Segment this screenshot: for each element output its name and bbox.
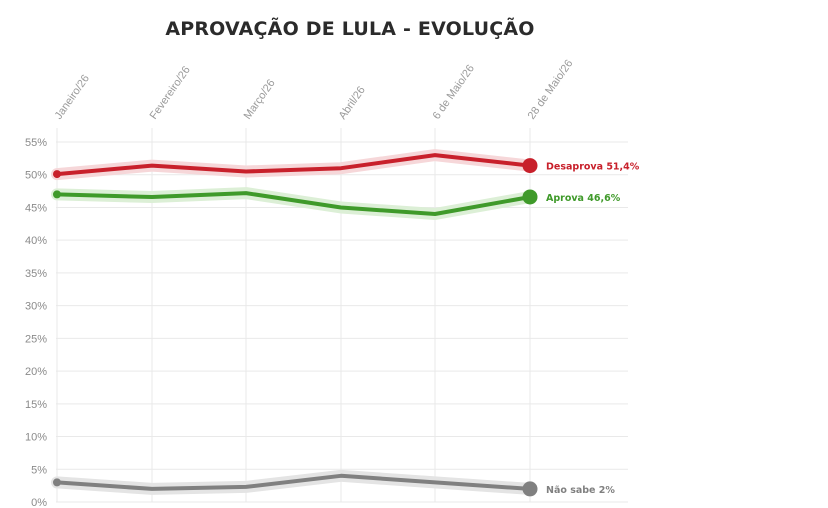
y-tick-label: 55% bbox=[25, 137, 47, 149]
data-point bbox=[53, 190, 61, 199]
data-point bbox=[522, 481, 538, 497]
y-tick-label: 35% bbox=[25, 268, 47, 280]
y-tick-label: 10% bbox=[25, 432, 47, 444]
y-tick-label: 30% bbox=[25, 301, 47, 313]
chart-title: APROVAÇÃO DE LULA - EVOLUÇÃO bbox=[165, 18, 535, 40]
y-axis: 0% 5% 10% 15% 20% 25% 30% 35% 40% 45% 50% 55% bbox=[25, 137, 47, 508]
x-tick-label: Janeiro/26 bbox=[53, 73, 92, 122]
data-point bbox=[522, 189, 538, 205]
y-tick-label: 0% bbox=[31, 497, 47, 508]
x-axis: Janeiro/26 Fevereiro/26 Março/26 Abril/26 6 … bbox=[53, 58, 576, 122]
y-tick-label: 15% bbox=[25, 399, 47, 411]
series-nao_sabe: Não sabe 2% bbox=[51, 469, 615, 497]
x-tick-label: 6 de Maio/26 bbox=[431, 63, 477, 122]
data-point bbox=[53, 170, 61, 179]
series-end-label: Aprova 46,6% bbox=[546, 193, 621, 204]
y-tick-label: 45% bbox=[25, 202, 47, 214]
series-aprova: Aprova 46,6% bbox=[51, 187, 621, 220]
x-tick-label: Fevereiro/26 bbox=[148, 64, 193, 121]
series-desaprova: Desaprova 51,4% bbox=[51, 149, 640, 181]
series-end-label: Desaprova 51,4% bbox=[546, 162, 640, 173]
grid-layer bbox=[56, 128, 628, 503]
y-tick-label: 25% bbox=[25, 333, 47, 345]
data-point bbox=[53, 478, 61, 487]
x-tick-label: Abril/26 bbox=[337, 84, 368, 121]
y-tick-label: 20% bbox=[25, 366, 47, 378]
x-tick-label: 28 de Maio/26 bbox=[526, 58, 576, 122]
x-tick-label: Março/26 bbox=[242, 77, 278, 121]
y-tick-label: 50% bbox=[25, 170, 47, 182]
series-line bbox=[55, 191, 532, 216]
series-line bbox=[55, 473, 532, 491]
data-point bbox=[522, 158, 538, 174]
y-tick-label: 40% bbox=[25, 235, 47, 247]
series-end-label: Não sabe 2% bbox=[546, 485, 615, 496]
series-line bbox=[55, 153, 532, 177]
series-layer: Desaprova 51,4% Aprova 46,6% Não sabe 2% bbox=[51, 149, 640, 497]
y-tick-label: 5% bbox=[31, 464, 47, 476]
